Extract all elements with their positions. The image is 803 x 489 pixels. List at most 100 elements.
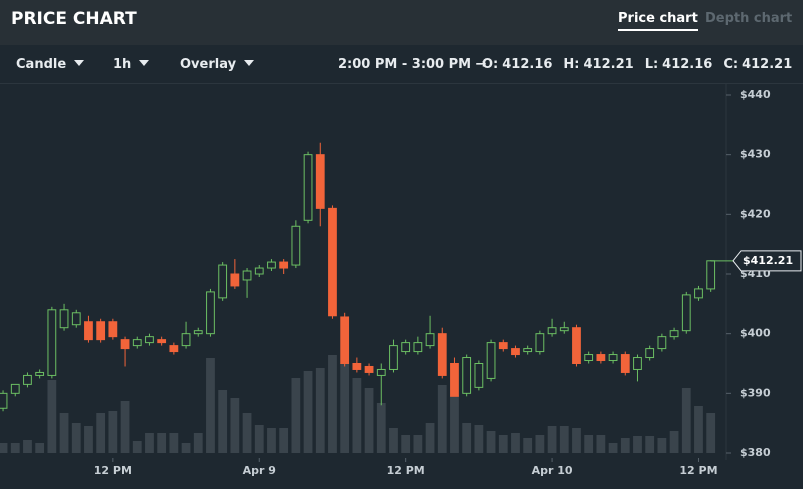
label: Overlay <box>180 57 237 72</box>
volume-bar <box>706 413 716 453</box>
tab[interactable]: Price chart <box>618 11 698 31</box>
volume-bar <box>315 368 325 453</box>
volume-bar <box>145 433 154 453</box>
volume-bar <box>47 380 57 453</box>
volume-bar <box>681 388 691 453</box>
candle-body <box>108 321 118 338</box>
volume-bar <box>0 443 8 453</box>
candle-body <box>291 225 301 266</box>
candle-body <box>657 336 667 350</box>
volume-bar <box>120 401 130 453</box>
x-tick-label: Apr 9 <box>243 464 276 477</box>
volume-bar <box>303 371 313 453</box>
candle-body <box>328 207 337 317</box>
tab[interactable]: Depth chart <box>705 11 793 26</box>
candle-body <box>413 342 423 353</box>
x-tick-label: 12 PM <box>94 464 132 477</box>
volume-bar <box>462 423 472 453</box>
ohlcv-value: 412.21 <box>583 57 634 72</box>
volume-bar <box>218 390 228 453</box>
volume-bar <box>132 441 142 453</box>
candle-body <box>157 339 167 344</box>
candle-body <box>523 348 533 353</box>
volume-bar <box>10 443 20 453</box>
volume-bar <box>547 426 557 453</box>
candle-body <box>230 273 240 287</box>
candle-body <box>486 342 496 379</box>
candle-body <box>352 363 362 370</box>
candle-body <box>633 357 642 370</box>
volume-bar <box>413 435 423 453</box>
candle-body <box>389 345 398 370</box>
ohlcv-label: H: <box>563 57 580 72</box>
volume-bar <box>364 388 374 453</box>
candle-body <box>71 312 81 326</box>
candle-body <box>206 291 215 335</box>
volume-bar <box>340 363 350 453</box>
volume-bar <box>242 413 252 453</box>
candle-body <box>279 261 289 269</box>
ohlcv-label: C: <box>723 57 739 72</box>
candle-body <box>303 154 313 221</box>
x-tick-label: 12 PM <box>387 464 425 477</box>
volume-bar <box>645 436 655 453</box>
last-price-tag <box>732 250 802 272</box>
candle-body <box>462 357 472 394</box>
toolbar: Candle 1h Overlay 2:00 PM - 3:00 PM → O:… <box>0 47 803 84</box>
candle-body <box>193 330 203 335</box>
volume-bar <box>657 438 667 453</box>
candle-body <box>120 339 130 350</box>
candle-body <box>254 267 264 275</box>
candle-body <box>474 363 484 388</box>
volume-bar <box>23 440 32 453</box>
candle-body <box>96 321 106 341</box>
dropdown[interactable]: 1h <box>113 57 150 72</box>
candle-body <box>0 392 8 409</box>
volume-bar <box>157 433 167 453</box>
volume-bar <box>425 423 435 453</box>
y-tick-label: $390 <box>740 386 771 399</box>
candle-body <box>425 333 435 347</box>
candle-body <box>559 327 569 332</box>
volume-bar <box>291 378 301 453</box>
candle-body <box>181 333 191 347</box>
candle-body <box>608 354 618 362</box>
candle-body <box>645 348 655 359</box>
volume-bar <box>437 385 447 453</box>
candle-body <box>694 288 703 299</box>
candle-body <box>340 316 350 364</box>
volume-bar <box>267 428 276 453</box>
volume-bar <box>328 355 337 453</box>
candle-body <box>596 354 606 362</box>
volume-bar <box>596 435 606 453</box>
candle-body <box>35 371 45 376</box>
candle-body <box>584 354 594 362</box>
ohlcv-item: O: 412.16 <box>482 57 552 72</box>
dropdown[interactable]: Overlay <box>180 57 255 72</box>
header: PRICE CHART Price chart Depth chart <box>0 0 803 45</box>
candle-body <box>10 383 20 394</box>
title: PRICE CHART <box>11 9 137 29</box>
candle-body <box>59 309 69 329</box>
volume-bar <box>401 435 411 453</box>
volume-bar <box>474 425 484 453</box>
dropdown[interactable]: Candle <box>16 57 85 72</box>
volume-bar <box>572 428 581 453</box>
volume-bar <box>254 425 264 453</box>
candle-body <box>681 294 691 332</box>
candle-body <box>376 368 386 376</box>
candle-body <box>498 342 508 350</box>
candle-body <box>547 327 557 335</box>
volume-bar <box>279 428 289 453</box>
volume-bar <box>620 438 630 453</box>
volume-bar <box>230 398 240 453</box>
y-tick-label: $440 <box>740 88 771 101</box>
volume-bar <box>35 443 45 453</box>
volume-bar <box>608 443 618 453</box>
volume-bar <box>376 403 386 453</box>
volume-bar <box>181 443 191 453</box>
ohlcv-item: C: 412.21 <box>723 57 792 72</box>
candle-body <box>401 342 411 353</box>
volume-bar <box>71 423 81 453</box>
